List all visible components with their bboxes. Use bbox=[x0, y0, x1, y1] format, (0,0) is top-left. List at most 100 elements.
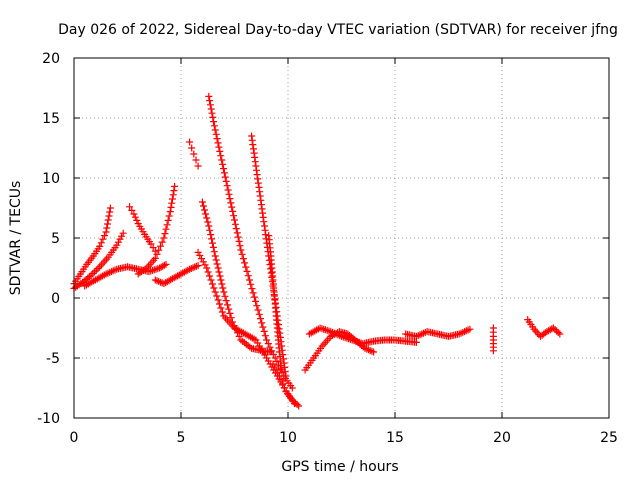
data-point bbox=[147, 240, 155, 248]
data-point bbox=[217, 152, 225, 160]
data-point bbox=[330, 329, 338, 337]
data-point bbox=[161, 230, 169, 238]
x-tick-label: 25 bbox=[600, 430, 618, 446]
data-point bbox=[106, 208, 114, 216]
data-point bbox=[208, 109, 216, 117]
data-point bbox=[113, 241, 121, 249]
data-point bbox=[219, 284, 227, 292]
data-point bbox=[242, 263, 250, 271]
data-point bbox=[261, 332, 269, 340]
data-point bbox=[211, 252, 219, 260]
data-point bbox=[168, 195, 176, 203]
data-point bbox=[279, 380, 287, 388]
data-point bbox=[208, 235, 216, 243]
data-point bbox=[293, 401, 301, 408]
data-point bbox=[255, 310, 263, 318]
data-point bbox=[133, 216, 141, 224]
data-point bbox=[160, 234, 168, 242]
data-point bbox=[151, 247, 159, 255]
data-point bbox=[241, 259, 249, 267]
chart-title: Day 026 of 2022, Sidereal Day-to-day VTE… bbox=[58, 22, 618, 38]
data-point bbox=[232, 225, 240, 233]
data-point bbox=[280, 384, 288, 392]
data-point bbox=[211, 288, 219, 296]
data-point bbox=[211, 126, 219, 134]
data-point bbox=[268, 347, 276, 355]
data-point bbox=[207, 105, 215, 113]
data-point bbox=[370, 348, 378, 356]
data-point bbox=[206, 101, 214, 109]
data-point bbox=[220, 165, 227, 173]
data-point bbox=[165, 212, 173, 220]
data-point bbox=[196, 252, 204, 259]
data-point bbox=[216, 147, 224, 155]
data-point bbox=[149, 244, 157, 252]
data-point bbox=[118, 232, 126, 240]
x-tick-label: 10 bbox=[279, 430, 297, 446]
data-point bbox=[216, 300, 223, 308]
data-point bbox=[190, 150, 198, 158]
data-point bbox=[205, 222, 213, 230]
data-point bbox=[214, 296, 222, 304]
data-point bbox=[231, 220, 239, 228]
data-point bbox=[188, 144, 196, 152]
data-point bbox=[94, 265, 102, 272]
data-point bbox=[162, 225, 170, 233]
axis-ticks: 0 5 10 15 20 25 -10 -5 0 5 10 15 20 bbox=[37, 51, 618, 446]
data-point bbox=[99, 235, 107, 243]
data-point bbox=[264, 340, 272, 348]
series-sat-p bbox=[402, 325, 474, 340]
y-tick-label: 5 bbox=[51, 231, 60, 247]
data-point bbox=[225, 305, 233, 313]
data-point bbox=[244, 272, 252, 280]
data-point bbox=[368, 347, 376, 355]
data-point bbox=[128, 206, 136, 214]
series-sat-r bbox=[524, 316, 564, 340]
data-point bbox=[208, 280, 216, 288]
data-point bbox=[96, 242, 104, 250]
data-point bbox=[551, 326, 559, 333]
data-point bbox=[295, 402, 303, 410]
data-point bbox=[260, 327, 268, 335]
data-point bbox=[412, 338, 420, 346]
data-point bbox=[104, 216, 112, 224]
data-point bbox=[210, 284, 218, 292]
data-point bbox=[237, 246, 245, 254]
data-point bbox=[489, 347, 497, 355]
series-sat-e bbox=[134, 182, 179, 278]
data-point bbox=[204, 268, 212, 276]
data-point bbox=[102, 228, 110, 236]
data-point bbox=[257, 315, 264, 323]
data-point bbox=[233, 229, 241, 237]
data-point bbox=[275, 372, 283, 380]
data-point bbox=[119, 229, 127, 237]
data-point bbox=[209, 113, 217, 121]
data-point bbox=[209, 243, 217, 251]
data-point bbox=[91, 268, 98, 276]
data-point bbox=[103, 224, 111, 232]
data-point bbox=[186, 265, 194, 273]
data-point bbox=[130, 210, 138, 218]
data-point bbox=[226, 195, 234, 203]
data-point bbox=[249, 289, 257, 297]
data-point bbox=[236, 242, 244, 250]
data-point bbox=[108, 268, 115, 276]
data-point bbox=[191, 263, 199, 271]
data-point bbox=[157, 242, 164, 250]
data-point bbox=[97, 239, 105, 247]
data-point bbox=[554, 329, 562, 336]
data-point bbox=[556, 330, 564, 338]
data-point bbox=[187, 265, 195, 272]
data-point bbox=[87, 271, 95, 279]
y-axis-title: SDTVAR / TECUs bbox=[8, 181, 24, 296]
y-tick-label: 10 bbox=[42, 171, 60, 187]
data-point bbox=[198, 255, 205, 263]
data-point bbox=[234, 233, 242, 241]
data-point bbox=[220, 169, 228, 177]
series-sat-f bbox=[151, 262, 202, 288]
x-tick-label: 15 bbox=[386, 430, 404, 446]
data-point bbox=[203, 214, 211, 222]
data-point bbox=[206, 272, 213, 280]
data-point bbox=[281, 368, 289, 376]
